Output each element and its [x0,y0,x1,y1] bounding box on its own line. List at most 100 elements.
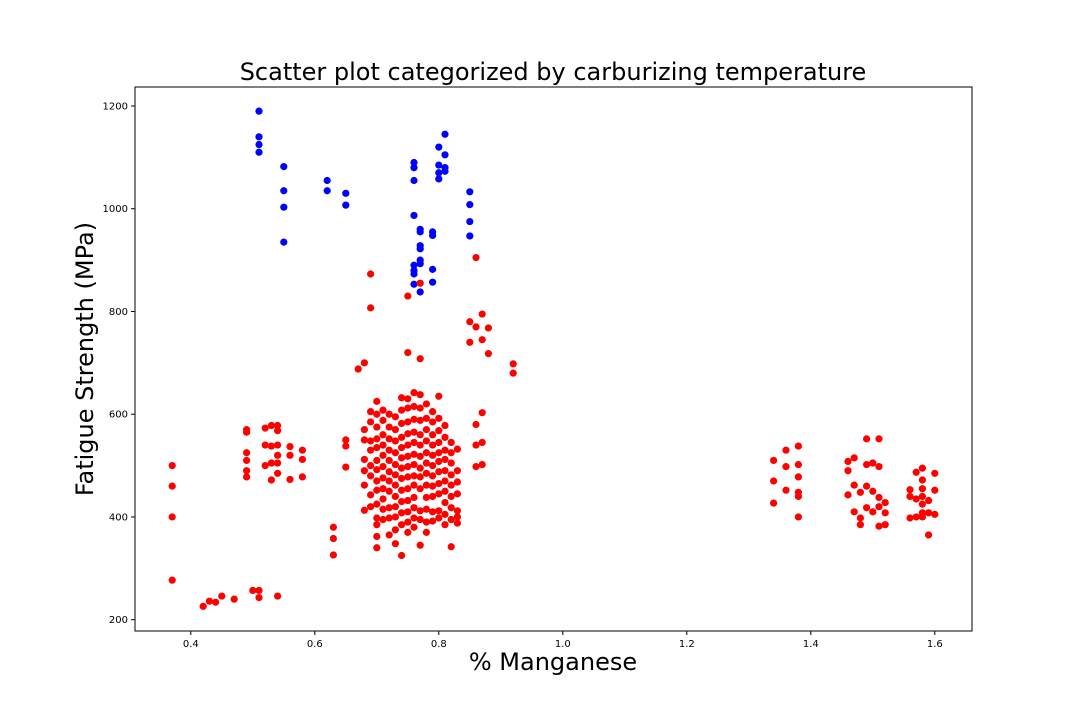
x-tick-label: 1.2 [679,639,695,650]
scatter-point [918,500,927,508]
scatter-point [429,461,437,470]
scatter-point [410,176,418,185]
scatter-point [931,510,939,518]
x-axis-label: % Manganese [469,648,637,676]
scatter-point [274,441,282,449]
points-layer [168,107,939,610]
scatter-point [255,107,263,115]
scatter-point [435,143,443,151]
scatter-point [416,279,424,287]
scatter-point [367,491,375,499]
scatter-point [373,521,381,529]
scatter-point [441,151,449,159]
scatter-point [373,544,381,552]
scatter-point [286,442,294,451]
scatter-point [410,402,418,411]
scatter-point [404,404,412,412]
scatter-point [385,446,393,454]
scatter-point [435,457,443,466]
scatter-point [447,459,455,467]
scatter-point [453,490,461,498]
scatter-point [912,495,920,503]
scatter-point [416,452,424,460]
scatter-point [416,464,424,472]
scatter-point [875,435,883,443]
scatter-point [404,395,412,403]
scatter-point [410,415,418,423]
scatter-point [255,133,263,141]
scatter-point [422,518,430,526]
scatter-point [410,428,418,436]
scatter-point [447,481,455,489]
scatter-point [367,304,375,312]
scatter-point [398,486,406,494]
scatter-point [918,476,927,484]
scatter-point [429,265,437,273]
scatter-point [416,507,424,515]
scatter-point [441,433,449,441]
scatter-point [422,437,430,445]
scatter-point [367,472,375,480]
scatter-point [478,460,486,469]
x-tick-label: 1.6 [927,639,943,650]
scatter-point [243,473,251,481]
scatter-point [410,481,418,489]
scatter-point [360,455,368,464]
scatter-point [274,469,282,477]
scatter-point [429,278,437,286]
y-tick-label: 400 [109,512,128,523]
scatter-point [255,140,263,149]
scatter-point [391,413,399,421]
scatter-point [373,456,381,465]
scatter-point [472,253,480,262]
x-tick-label: 1.0 [555,639,571,650]
scatter-point [435,414,443,422]
scatter-point [280,187,288,195]
scatter-point [267,421,275,430]
scatter-point [267,459,275,467]
scatter-point [416,391,424,399]
scatter-point [856,514,865,522]
x-tick-label: 0.4 [183,639,199,650]
scatter-point [850,508,858,516]
scatter-point [398,394,406,402]
plot-frame [134,86,973,632]
scatter-point [441,167,449,175]
scatter-point [385,435,393,443]
scatter-point [441,130,449,138]
scatter-point [410,472,418,480]
scatter-point [441,498,449,507]
scatter-point [906,492,914,501]
scatter-point [863,504,871,512]
scatter-point [373,435,381,443]
scatter-point [441,467,449,475]
scatter-point [466,338,474,346]
scatter-point [429,231,437,240]
scatter-point [410,493,418,502]
scatter-point [379,463,387,471]
scatter-point [391,460,399,469]
scatter-point [367,270,375,278]
scatter-point [274,421,282,430]
scatter-point [931,469,939,477]
scatter-point [385,456,393,465]
scatter-point [441,510,449,518]
scatter-point [249,586,257,595]
scatter-point [385,514,393,522]
scatter-point [416,515,424,524]
scatter-point [391,540,399,548]
scatter-point [398,454,406,462]
scatter-point [466,188,474,196]
scatter-point [856,521,865,529]
scatter-point [280,203,288,211]
scatter-point [466,217,474,226]
scatter-point [385,487,393,495]
scatter-point [379,416,387,424]
scatter-point [844,467,852,475]
scatter-point [918,464,927,472]
scatter-point [379,515,387,524]
scatter-point [416,485,424,493]
scatter-point [391,526,399,534]
scatter-point [478,336,486,344]
